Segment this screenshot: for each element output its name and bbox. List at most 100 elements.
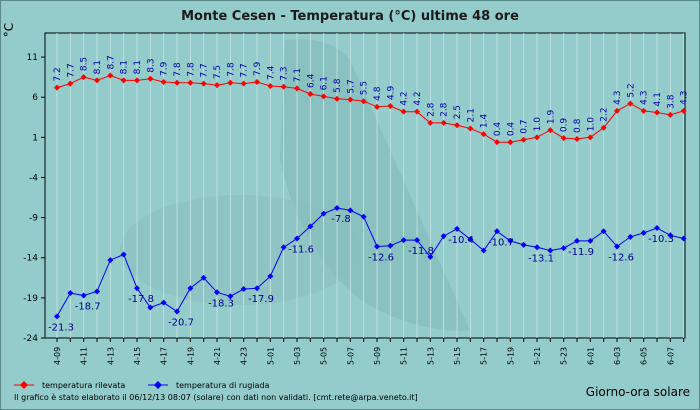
x-tick-label: 4-23 [240, 347, 249, 365]
legend-marker-temperatura [20, 381, 28, 389]
data-point [387, 242, 394, 249]
y-tick-label: 1 [32, 133, 38, 143]
data-label-temperatura: 7.8 [186, 62, 196, 77]
data-point [200, 274, 207, 281]
data-point [294, 235, 300, 242]
data-point [614, 107, 620, 114]
data-point [94, 288, 100, 295]
data-label-rugiada: -21.3 [48, 322, 74, 333]
y-tick-label: 6 [32, 93, 38, 103]
data-label-temperatura: 4.3 [613, 91, 623, 105]
x-tick-label: 5-17 [480, 347, 489, 365]
data-point [200, 80, 207, 87]
data-point [227, 79, 234, 86]
data-point [134, 285, 140, 292]
data-point [680, 235, 687, 242]
data-point [507, 237, 514, 244]
data-point [440, 119, 447, 126]
data-label-temperatura: 6.1 [320, 76, 330, 90]
data-point [680, 107, 687, 114]
data-label-temperatura: 8.1 [133, 60, 143, 74]
data-point [360, 213, 367, 220]
data-label-rugiada: -17.9 [248, 294, 274, 305]
data-label-temperatura: 4.8 [373, 86, 383, 101]
y-tick-label: -24 [23, 334, 38, 344]
data-label-temperatura: 0.8 [573, 118, 583, 133]
data-point [267, 82, 274, 89]
data-label-temperatura: 7.7 [240, 63, 250, 77]
data-point [494, 228, 500, 235]
data-point [120, 251, 127, 258]
data-point [187, 285, 194, 292]
data-point [320, 93, 327, 100]
data-label-temperatura: 1.0 [533, 117, 543, 132]
data-label-temperatura: 7.9 [253, 61, 263, 76]
data-point [267, 273, 274, 280]
data-label-temperatura: 4.3 [680, 91, 690, 105]
data-label-temperatura: 7.5 [213, 65, 223, 79]
data-point [640, 229, 647, 236]
data-point [640, 107, 647, 114]
y-axis-unit: °C [2, 23, 16, 37]
data-label-temperatura: 2.1 [466, 108, 476, 122]
data-point [547, 127, 554, 134]
data-label-rugiada: -18.7 [75, 301, 101, 312]
data-point [214, 289, 220, 296]
data-point [294, 85, 300, 92]
data-point [654, 109, 660, 116]
legend-label-temperatura: temperatura rilevata [42, 381, 125, 390]
y-tick-label: -19 [23, 294, 38, 304]
data-point [560, 245, 567, 252]
x-tick-label: 4-19 [186, 347, 195, 365]
data-point [160, 78, 167, 85]
data-point [654, 225, 660, 232]
data-point [147, 304, 154, 311]
data-point [80, 292, 87, 299]
data-point [347, 207, 354, 214]
data-label-temperatura: 7.2 [53, 67, 63, 81]
data-label-temperatura: 8.7 [106, 55, 116, 69]
x-tick-label: 5-21 [533, 347, 542, 365]
data-label-temperatura: 5.5 [360, 81, 370, 95]
data-label-temperatura: 7.7 [200, 63, 210, 77]
data-point [120, 77, 127, 84]
data-point [467, 125, 474, 132]
data-label-temperatura: 0.7 [520, 119, 530, 133]
data-label-temperatura: 2.8 [426, 102, 436, 117]
data-point [440, 233, 447, 240]
data-label-rugiada: -10.4 [448, 235, 474, 246]
y-tick-label: -14 [23, 254, 38, 264]
data-point [280, 83, 287, 90]
data-point [387, 103, 394, 110]
data-point [614, 243, 620, 250]
data-label-temperatura: 7.4 [266, 65, 276, 80]
data-point [627, 100, 634, 107]
data-label-temperatura: 3.8 [666, 94, 676, 109]
data-label-temperatura: 4.2 [400, 91, 410, 105]
data-point [54, 84, 60, 91]
x-tick-label: 4-13 [106, 347, 115, 365]
data-label-temperatura: 2.5 [453, 105, 463, 119]
data-point [667, 111, 674, 118]
data-label-rugiada: -12.6 [608, 253, 634, 264]
x-tick-label: 4-11 [80, 347, 89, 365]
data-point [240, 286, 247, 293]
data-label-rugiada: -20.7 [168, 318, 194, 329]
x-tick-label: 5-13 [426, 347, 435, 365]
data-label-temperatura: 7.8 [226, 62, 236, 77]
data-point [454, 225, 460, 232]
data-point [574, 237, 580, 244]
data-label-temperatura: 8.1 [93, 60, 103, 74]
data-label-temperatura: 0.4 [493, 122, 503, 137]
data-point [174, 308, 180, 315]
data-label-temperatura: 4.9 [386, 85, 396, 100]
data-label-temperatura: 5.8 [333, 78, 343, 93]
data-point [587, 237, 594, 244]
data-point [547, 247, 554, 254]
data-point [80, 74, 87, 81]
data-point [600, 228, 607, 235]
data-point [360, 98, 367, 105]
data-point [174, 79, 180, 86]
data-point [587, 134, 594, 141]
data-point [107, 72, 114, 79]
